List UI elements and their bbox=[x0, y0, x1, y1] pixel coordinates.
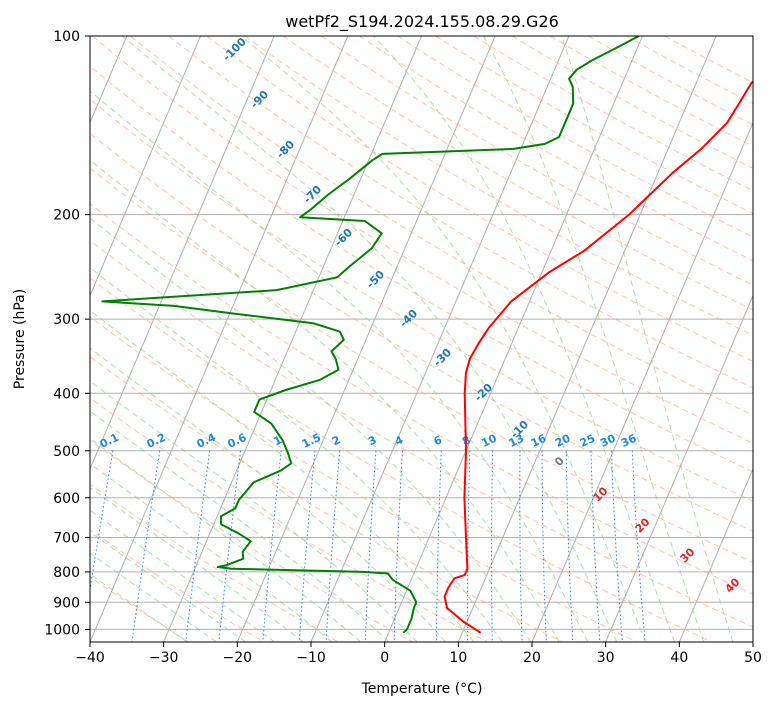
x-tick-label: 0 bbox=[380, 650, 389, 666]
x-axis: −40 −30 −20 −10 0 10 20 30 40 50 bbox=[75, 642, 762, 666]
moist-adiabat-label: 20 bbox=[633, 515, 653, 535]
mixing-ratio-line-9 bbox=[436, 451, 441, 642]
y-tick-label: 700 bbox=[53, 531, 80, 547]
mixing-ratio-line-3 bbox=[219, 451, 241, 642]
mixing-ratio-label: 0.2 bbox=[145, 431, 168, 451]
moist-adiabat-6 bbox=[0, 36, 445, 642]
dry-adiabat-label: -50 bbox=[364, 268, 387, 291]
y-tick-label: 600 bbox=[53, 491, 80, 507]
isotherm--40 bbox=[90, 36, 348, 642]
mixing-ratio-label: 0.6 bbox=[225, 431, 248, 451]
temperature-profile bbox=[445, 36, 775, 633]
moist-adiabat-10 bbox=[0, 36, 474, 642]
y-tick-label: 500 bbox=[53, 444, 80, 460]
mixing-ratio-line-2 bbox=[186, 451, 210, 642]
dry-adiabat-160 bbox=[283, 36, 775, 642]
dry-adiabat-260 bbox=[665, 36, 775, 642]
x-tick-label: 40 bbox=[670, 650, 688, 666]
x-tick-label: −20 bbox=[223, 650, 253, 666]
x-tick-label: −10 bbox=[296, 650, 326, 666]
dry-adiabat-label: 0 bbox=[552, 454, 567, 469]
mixing-ratio-label: 2 bbox=[330, 433, 342, 448]
mixing-ratio-line-15 bbox=[591, 451, 600, 642]
background-lines bbox=[0, 36, 775, 642]
mixing-ratio-label: 10 bbox=[479, 432, 499, 450]
mixing-ratio-label: 36 bbox=[619, 432, 639, 450]
dry-adiabat-220 bbox=[512, 36, 775, 642]
y-tick-label: 900 bbox=[53, 595, 80, 611]
dry-adiabat-label: -60 bbox=[332, 226, 355, 249]
mixing-ratio-label: 0.1 bbox=[98, 431, 121, 451]
moist-adiabat-34 bbox=[241, 36, 645, 642]
dry-adiabat-label: -80 bbox=[274, 138, 297, 161]
isotherm--60 bbox=[0, 36, 201, 642]
dry-adiabat-210 bbox=[474, 36, 775, 642]
mixing-ratio-line-6 bbox=[326, 451, 340, 642]
x-tick-label: 50 bbox=[744, 650, 762, 666]
moist-adiabat-label: 10 bbox=[591, 484, 611, 504]
dry-adiabat--10 bbox=[0, 36, 338, 642]
y-tick-label: 1000 bbox=[44, 622, 80, 638]
mixing-ratio-line-10 bbox=[467, 451, 470, 642]
x-tick-label: −30 bbox=[149, 650, 179, 666]
dry-adiabat-label: -90 bbox=[248, 88, 271, 111]
moist-adiabat-label: 40 bbox=[723, 575, 743, 595]
moist-adiabat-38 bbox=[373, 36, 674, 642]
dry-adiabat-label: -20 bbox=[472, 381, 495, 404]
moist-adiabat-42 bbox=[483, 36, 703, 642]
y-tick-label: 300 bbox=[53, 312, 80, 328]
isotherm--20 bbox=[237, 36, 495, 642]
y-tick-label: 800 bbox=[53, 565, 80, 581]
y-axis-title: Pressure (hPa) bbox=[12, 289, 28, 389]
moist-adiabat-18 bbox=[0, 36, 531, 642]
mixing-ratio-line-11 bbox=[492, 451, 493, 642]
dry-adiabat--20 bbox=[0, 36, 264, 642]
dry-adiabat--30 bbox=[0, 36, 189, 642]
mixing-ratio-line-5 bbox=[299, 451, 315, 642]
mixing-ratio-line-0 bbox=[82, 451, 113, 642]
x-tick-label: −40 bbox=[75, 650, 105, 666]
dry-adiabat-180 bbox=[359, 36, 775, 642]
dry-adiabat-label: -30 bbox=[431, 346, 454, 369]
dry-adiabat-40 bbox=[0, 36, 712, 642]
mixing-ratio-line-16 bbox=[612, 451, 623, 642]
dry-adiabat-30 bbox=[0, 36, 637, 642]
moist-adiabat-2 bbox=[0, 36, 417, 642]
dry-adiabat-label: -70 bbox=[301, 183, 324, 206]
mixing-ratio-label: 3 bbox=[366, 433, 378, 448]
isotherm-50 bbox=[753, 36, 775, 642]
isotherm-0 bbox=[385, 36, 643, 642]
dry-adiabat-230 bbox=[550, 36, 775, 642]
moist-adiabat--18 bbox=[0, 36, 275, 642]
mixing-ratio-label: 0.4 bbox=[195, 431, 218, 451]
mixing-ratio-line-14 bbox=[566, 451, 573, 642]
y-tick-label: 100 bbox=[53, 29, 80, 45]
mixing-ratio-label: 16 bbox=[529, 432, 549, 450]
chart-title: wetPf2_S194.2024.155.08.29.G26 bbox=[285, 12, 559, 32]
mixing-ratio-label: 6 bbox=[432, 433, 445, 448]
isotherm--50 bbox=[16, 36, 274, 642]
y-axis: 100 200 300 400 500 600 700 800 900 1000 bbox=[44, 29, 90, 638]
dry-adiabat-label: -40 bbox=[397, 307, 420, 330]
isotherm-10 bbox=[458, 36, 716, 642]
y-tick-label: 400 bbox=[53, 386, 80, 402]
moist-adiabat--22 bbox=[0, 36, 246, 642]
mixing-ratio-line-7 bbox=[365, 451, 376, 642]
moist-adiabat--14 bbox=[0, 36, 303, 642]
dry-adiabat-0 bbox=[0, 36, 413, 642]
moist-adiabat--30 bbox=[0, 36, 187, 642]
x-tick-label: 20 bbox=[523, 650, 541, 666]
x-tick-label: 30 bbox=[597, 650, 615, 666]
data-series bbox=[102, 36, 775, 633]
y-tick-label: 200 bbox=[53, 208, 80, 224]
x-tick-label: 10 bbox=[449, 650, 467, 666]
x-axis-title: Temperature (°C) bbox=[361, 681, 483, 697]
moist-adiabat--2 bbox=[0, 36, 389, 642]
moist-adiabat-label: 30 bbox=[678, 545, 698, 565]
